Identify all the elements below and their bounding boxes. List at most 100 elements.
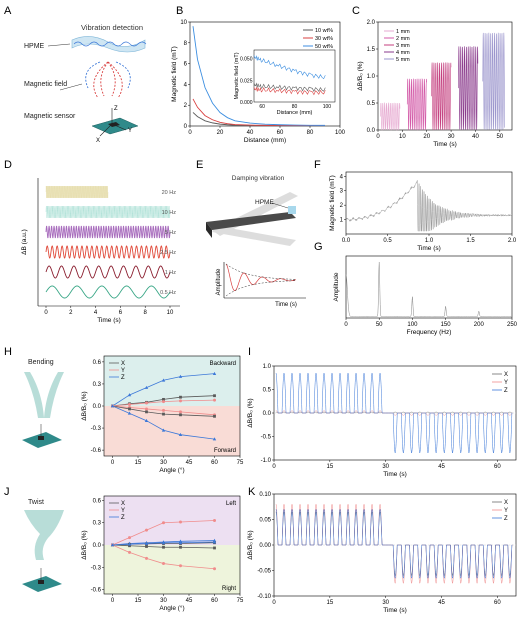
legend-label-C: 1 mm xyxy=(396,29,410,35)
y-tick-label-J: 0.6 xyxy=(93,498,102,504)
chart-K: 0 15 30 45 60 -0.10 -0.05 0.00 0.05 0.10 Time (s) Δ… xyxy=(247,492,516,614)
x-tick-label-B: 60 xyxy=(277,130,284,136)
data-point-J xyxy=(179,520,182,523)
x-tick-label-F: 0.5 xyxy=(383,238,392,244)
x-tick-label-C: 10 xyxy=(399,134,406,140)
inset-y-tick-B: 0.000 xyxy=(240,100,253,106)
region-bottom-J xyxy=(104,545,240,594)
x-axis-label: X xyxy=(96,138,100,144)
panel-E-illustration: Damping vibration HPME Amplitude Time (s… xyxy=(206,175,306,308)
legend-label-I: X xyxy=(504,372,508,378)
legend-label-H: Y xyxy=(121,368,125,374)
y-tick-label-I: -1.0 xyxy=(261,458,272,464)
bend-left xyxy=(24,372,44,418)
charts-layer: 0 20 40 60 80 1000246810Distance (mm)Magnetic… xyxy=(21,20,518,614)
chart-C: 0 10 20 30 40 50 0.0 0.5 1.0 1.5 2.0 Time (s) ΔB/B₀ … xyxy=(357,20,512,148)
x-tick-label-K: 45 xyxy=(438,600,445,606)
x-tick-label-J: 45 xyxy=(186,598,193,604)
data-point-J xyxy=(145,545,148,548)
series-line-D xyxy=(46,206,170,218)
x-tick-label-G: 250 xyxy=(507,322,518,328)
y-tick-label-J: -0.6 xyxy=(91,588,102,594)
chart-J: LeftRight0 15 30 45 60 75-0.6-0.30.00.30.6Ang… xyxy=(81,496,244,612)
panel-letter-G: G xyxy=(314,241,323,253)
x-axis-label-H: Angle (°) xyxy=(159,466,184,474)
series-line-D xyxy=(46,226,170,237)
y-tick-label-K: -0.10 xyxy=(257,594,271,600)
y-tick-label-J: 0.0 xyxy=(93,543,102,549)
chart-B: 0 20 40 60 80 100 0 2 4 6 8 10 Distance (mm) Magnetic… xyxy=(171,20,346,144)
field-lines xyxy=(86,62,131,98)
data-point-J xyxy=(145,557,148,560)
series-label-D: 1 Hz xyxy=(165,270,177,276)
inset-y-tick-B: 0.050 xyxy=(240,57,253,63)
x-tick-label-J: 15 xyxy=(135,598,142,604)
y-tick-label-K: -0.05 xyxy=(257,569,271,575)
data-point-J xyxy=(128,536,131,539)
x-tick-label-C: 30 xyxy=(448,134,455,140)
legend-label-B: 30 wt% xyxy=(315,36,333,42)
data-point-H xyxy=(145,407,148,410)
inset-xlabel-B: Distance (mm) xyxy=(277,110,313,116)
legend-label-J: X xyxy=(121,501,125,507)
data-point-H xyxy=(179,399,182,402)
chart-F: 0.0 0.5 1.0 1.5 2.01234Time (s)Magnetic fiel… xyxy=(329,172,517,252)
data-point-J xyxy=(162,546,165,549)
inset-x-tick-B: 100 xyxy=(323,104,332,110)
y-tick-label-J: -0.3 xyxy=(91,565,102,571)
inset-ylabel-B: Magnetic field (mT) xyxy=(234,52,240,99)
series-line-K xyxy=(276,504,512,583)
x-tick-label-I: 15 xyxy=(327,464,334,470)
x-tick-label-D: 0 xyxy=(44,310,48,316)
data-point-H xyxy=(128,408,131,411)
legend-label-H: Z xyxy=(121,375,125,381)
x-tick-label-I: 30 xyxy=(382,464,389,470)
data-point-J xyxy=(162,562,165,565)
x-tick-label-C: 50 xyxy=(496,134,503,140)
region-label-bottom-H: Forward xyxy=(214,448,236,454)
x-tick-label-H: 45 xyxy=(186,460,193,466)
x-tick-label-C: 0 xyxy=(376,134,380,140)
y-tick-label-B: 2 xyxy=(184,103,188,109)
panel-letter-F: F xyxy=(314,159,321,171)
y-tick-label-H: -0.6 xyxy=(91,448,102,454)
y-tick-label-F: 4 xyxy=(340,174,344,180)
damping-curve xyxy=(226,264,296,291)
y-tick-label-H: 0.3 xyxy=(93,382,102,388)
x-tick-label-J: 0 xyxy=(111,598,115,604)
y-tick-label-C: 2.0 xyxy=(367,20,376,26)
y-axis-label-F: Magnetic field (mT) xyxy=(329,175,336,231)
panel-letter-D: D xyxy=(4,159,12,171)
y-tick-label-B: 6 xyxy=(184,62,188,68)
x-tick-label-D: 2 xyxy=(69,310,73,316)
beam-ghost-lower xyxy=(212,226,296,246)
y-axis-label-C: ΔB/B₀ (%) xyxy=(357,61,364,90)
panel-letter-C: C xyxy=(352,5,360,17)
y-axis-label-J: ΔB/B₀ (%) xyxy=(81,530,88,559)
y-tick-label-K: 0.10 xyxy=(259,492,271,498)
y-tick-label-K: 0.00 xyxy=(259,543,271,549)
legend-label-J: Z xyxy=(121,515,125,521)
hpme-film xyxy=(72,36,145,52)
series-label-D: 2.5 Hz xyxy=(160,250,176,256)
series-line-C xyxy=(380,103,399,130)
x-tick-label-B: 40 xyxy=(247,130,254,136)
data-point-J xyxy=(162,521,165,524)
panel-letter-A: A xyxy=(4,5,12,17)
x-tick-label-J: 60 xyxy=(211,598,218,604)
damping-ylabel: Amplitude xyxy=(216,268,222,295)
x-tick-label-D: 10 xyxy=(167,310,174,316)
inset-y-tick-B: 0.025 xyxy=(240,78,253,84)
x-tick-label-D: 8 xyxy=(144,310,148,316)
x-tick-label-F: 0.0 xyxy=(342,238,351,244)
legend-label-K: Y xyxy=(504,508,508,514)
legend-label-B: 10 wt% xyxy=(315,28,333,34)
x-tick-label-K: 60 xyxy=(494,600,501,606)
series-line-C xyxy=(407,79,426,130)
y-tick-label-C: 1.0 xyxy=(367,74,376,80)
chart-G: 0 50 100 150 200 250Frequency (Hz)Amplitude xyxy=(333,256,518,336)
x-tick-label-C: 20 xyxy=(423,134,430,140)
x-tick-label-D: 6 xyxy=(119,310,123,316)
data-point-J xyxy=(213,519,216,522)
x-tick-label-F: 1.5 xyxy=(466,238,475,244)
